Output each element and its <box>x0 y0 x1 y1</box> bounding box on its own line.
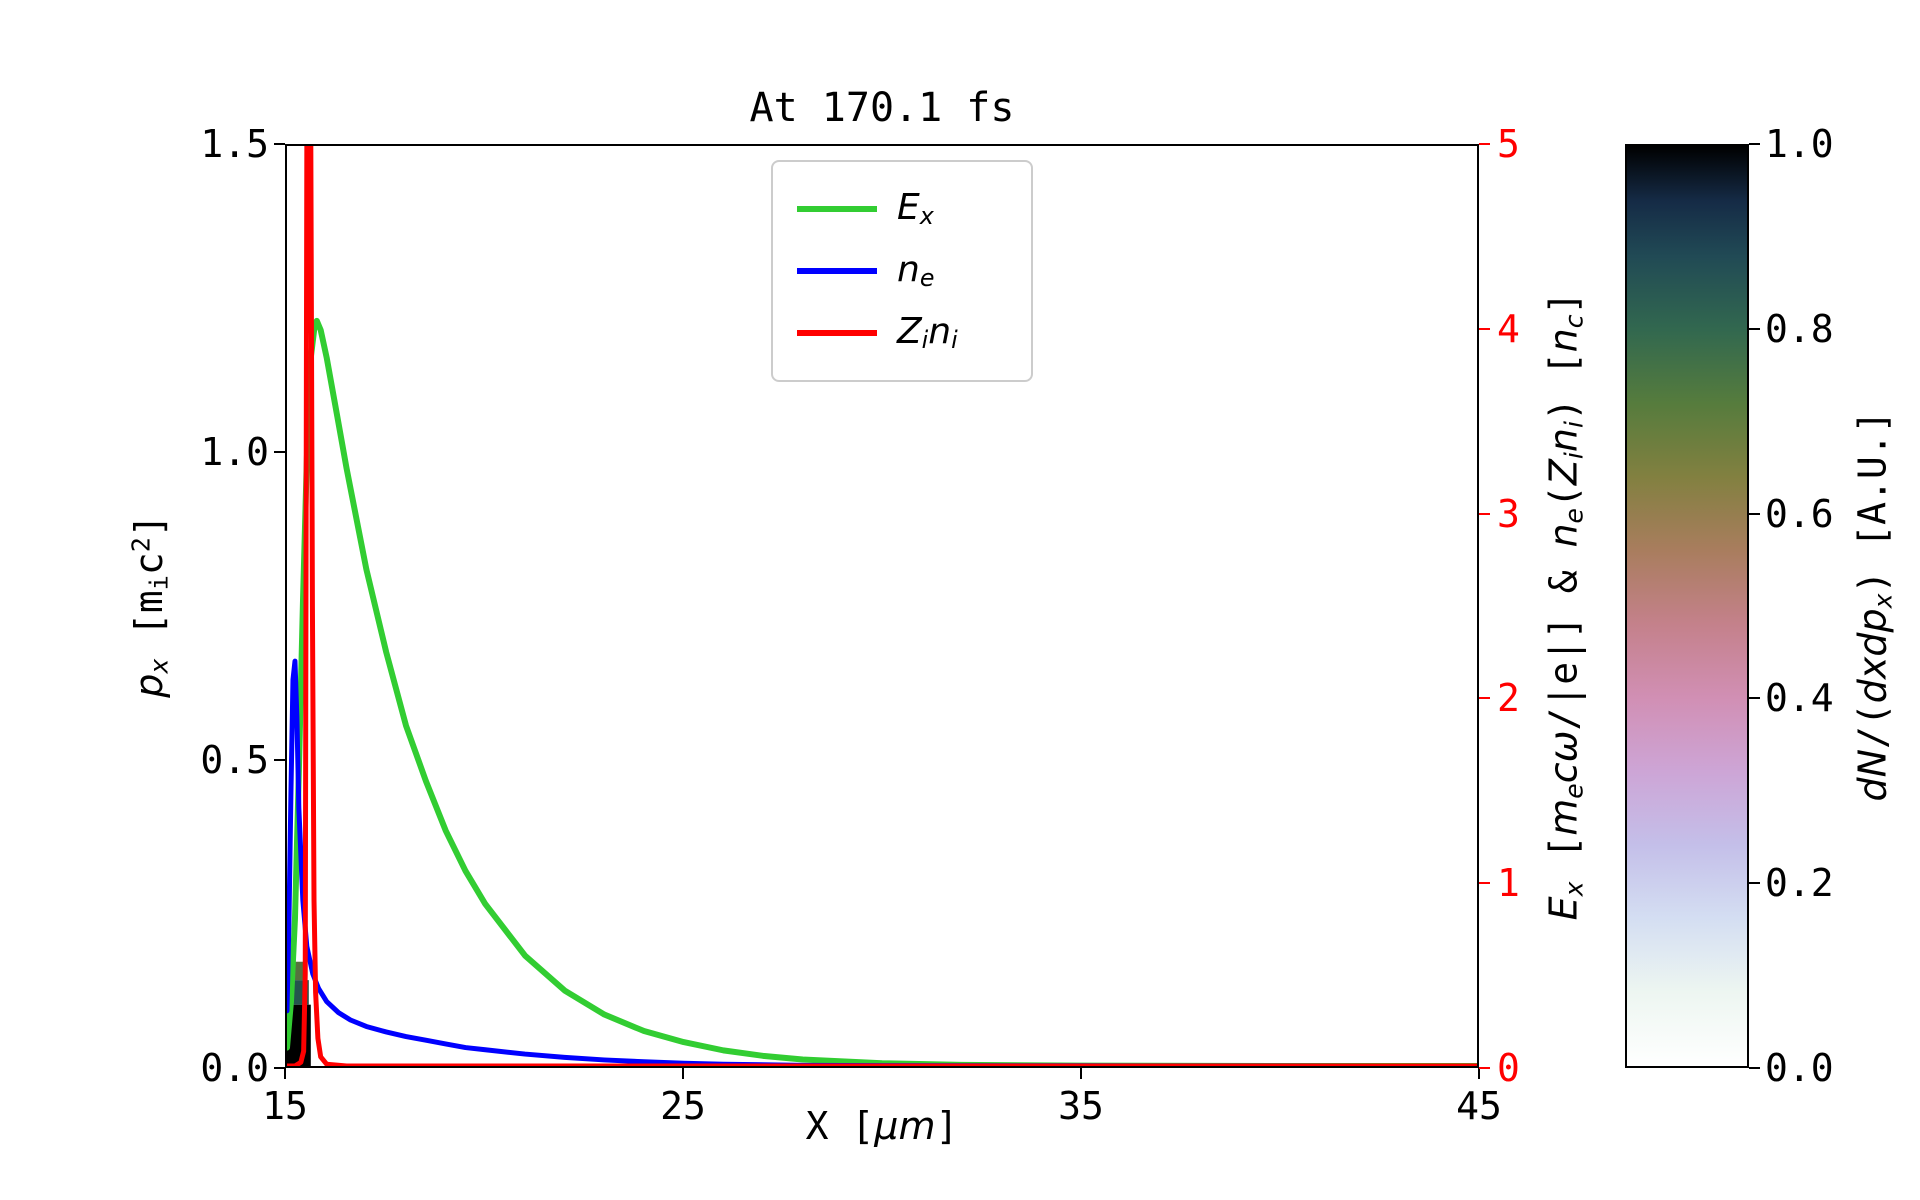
y-left-tick-label: 1.5 <box>200 122 269 166</box>
legend-line-zini <box>797 330 877 336</box>
y-right-tick-label: 4 <box>1497 306 1520 351</box>
x-tick-label: 45 <box>1456 1084 1502 1128</box>
y-right-tick <box>1479 697 1490 700</box>
x-tick <box>682 1068 684 1079</box>
y-right-tick <box>1479 1067 1490 1069</box>
x-tick <box>284 1068 286 1079</box>
legend-line-ne <box>797 268 877 274</box>
y-right-tick-label: 2 <box>1497 676 1520 721</box>
y-right-tick-label: 1 <box>1497 861 1520 906</box>
x-tick-label: 35 <box>1058 1084 1104 1128</box>
legend-label-zini: Zini <box>897 311 958 355</box>
y-right-tick <box>1479 882 1490 885</box>
colorbar-tick-label: 0.0 <box>1765 1046 1834 1090</box>
y-right-tick <box>1479 512 1490 515</box>
series-zini <box>287 146 1477 1066</box>
y-right-tick-label: 3 <box>1497 491 1520 536</box>
legend-label-ex: Ex <box>897 187 934 231</box>
legend-entry-ex: Ex <box>797 178 1007 240</box>
colorbar-tick-label: 0.2 <box>1765 861 1834 906</box>
y-left-tick <box>274 759 285 761</box>
y-right-tick-label: 5 <box>1497 122 1520 166</box>
colorbar-tick <box>1749 512 1760 515</box>
legend: Ex ne Zini <box>771 160 1033 382</box>
x-axis-label: X [μm] <box>805 1104 959 1148</box>
legend-entry-zini: Zini <box>797 302 1007 364</box>
y-right-tick <box>1479 143 1490 145</box>
y-right-tick <box>1479 327 1490 330</box>
x-tick-label: 15 <box>262 1084 308 1128</box>
legend-line-ex <box>797 206 877 212</box>
x-tick-label: 25 <box>660 1084 706 1128</box>
legend-label-ne: ne <box>897 249 935 293</box>
colorbar-tick-label: 1.0 <box>1765 122 1834 166</box>
y-left-tick <box>274 143 285 145</box>
colorbar-tick-label: 0.8 <box>1765 306 1834 351</box>
y-left-tick <box>274 451 285 453</box>
y-left-tick-label: 0.0 <box>200 1046 269 1090</box>
y-left-tick-label: 1.0 <box>200 430 269 474</box>
series-ne <box>287 658 1477 1066</box>
colorbar <box>1625 144 1749 1068</box>
y-axis-label-right: Ex [mecω/|e|] & ne(Zini) [nc] <box>1541 291 1589 921</box>
y-left-tick-label: 0.5 <box>200 738 269 782</box>
colorbar-tick-label: 0.4 <box>1765 676 1834 721</box>
plot-area: Ex ne Zini <box>285 144 1479 1068</box>
colorbar-tick <box>1749 327 1760 330</box>
colorbar-tick <box>1749 697 1760 700</box>
y-right-tick-label: 0 <box>1497 1046 1520 1090</box>
y-axis-label-left: px [mic2] <box>126 514 174 698</box>
colorbar-tick <box>1749 1067 1760 1069</box>
colorbar-tick <box>1749 882 1760 885</box>
x-tick <box>1478 1068 1480 1079</box>
plot-title: At 170.1 fs <box>749 85 1015 131</box>
colorbar-tick-label: 0.6 <box>1765 491 1834 536</box>
colorbar-gradient <box>1627 146 1747 1066</box>
colorbar-label: dN/(dxdpx) [A.U.] <box>1850 410 1898 802</box>
y-left-tick <box>274 1067 285 1069</box>
colorbar-tick <box>1749 143 1760 145</box>
plot-canvas <box>287 146 1477 1066</box>
series-ex <box>287 317 1477 1066</box>
x-tick <box>1080 1068 1082 1079</box>
legend-entry-ne: ne <box>797 240 1007 302</box>
